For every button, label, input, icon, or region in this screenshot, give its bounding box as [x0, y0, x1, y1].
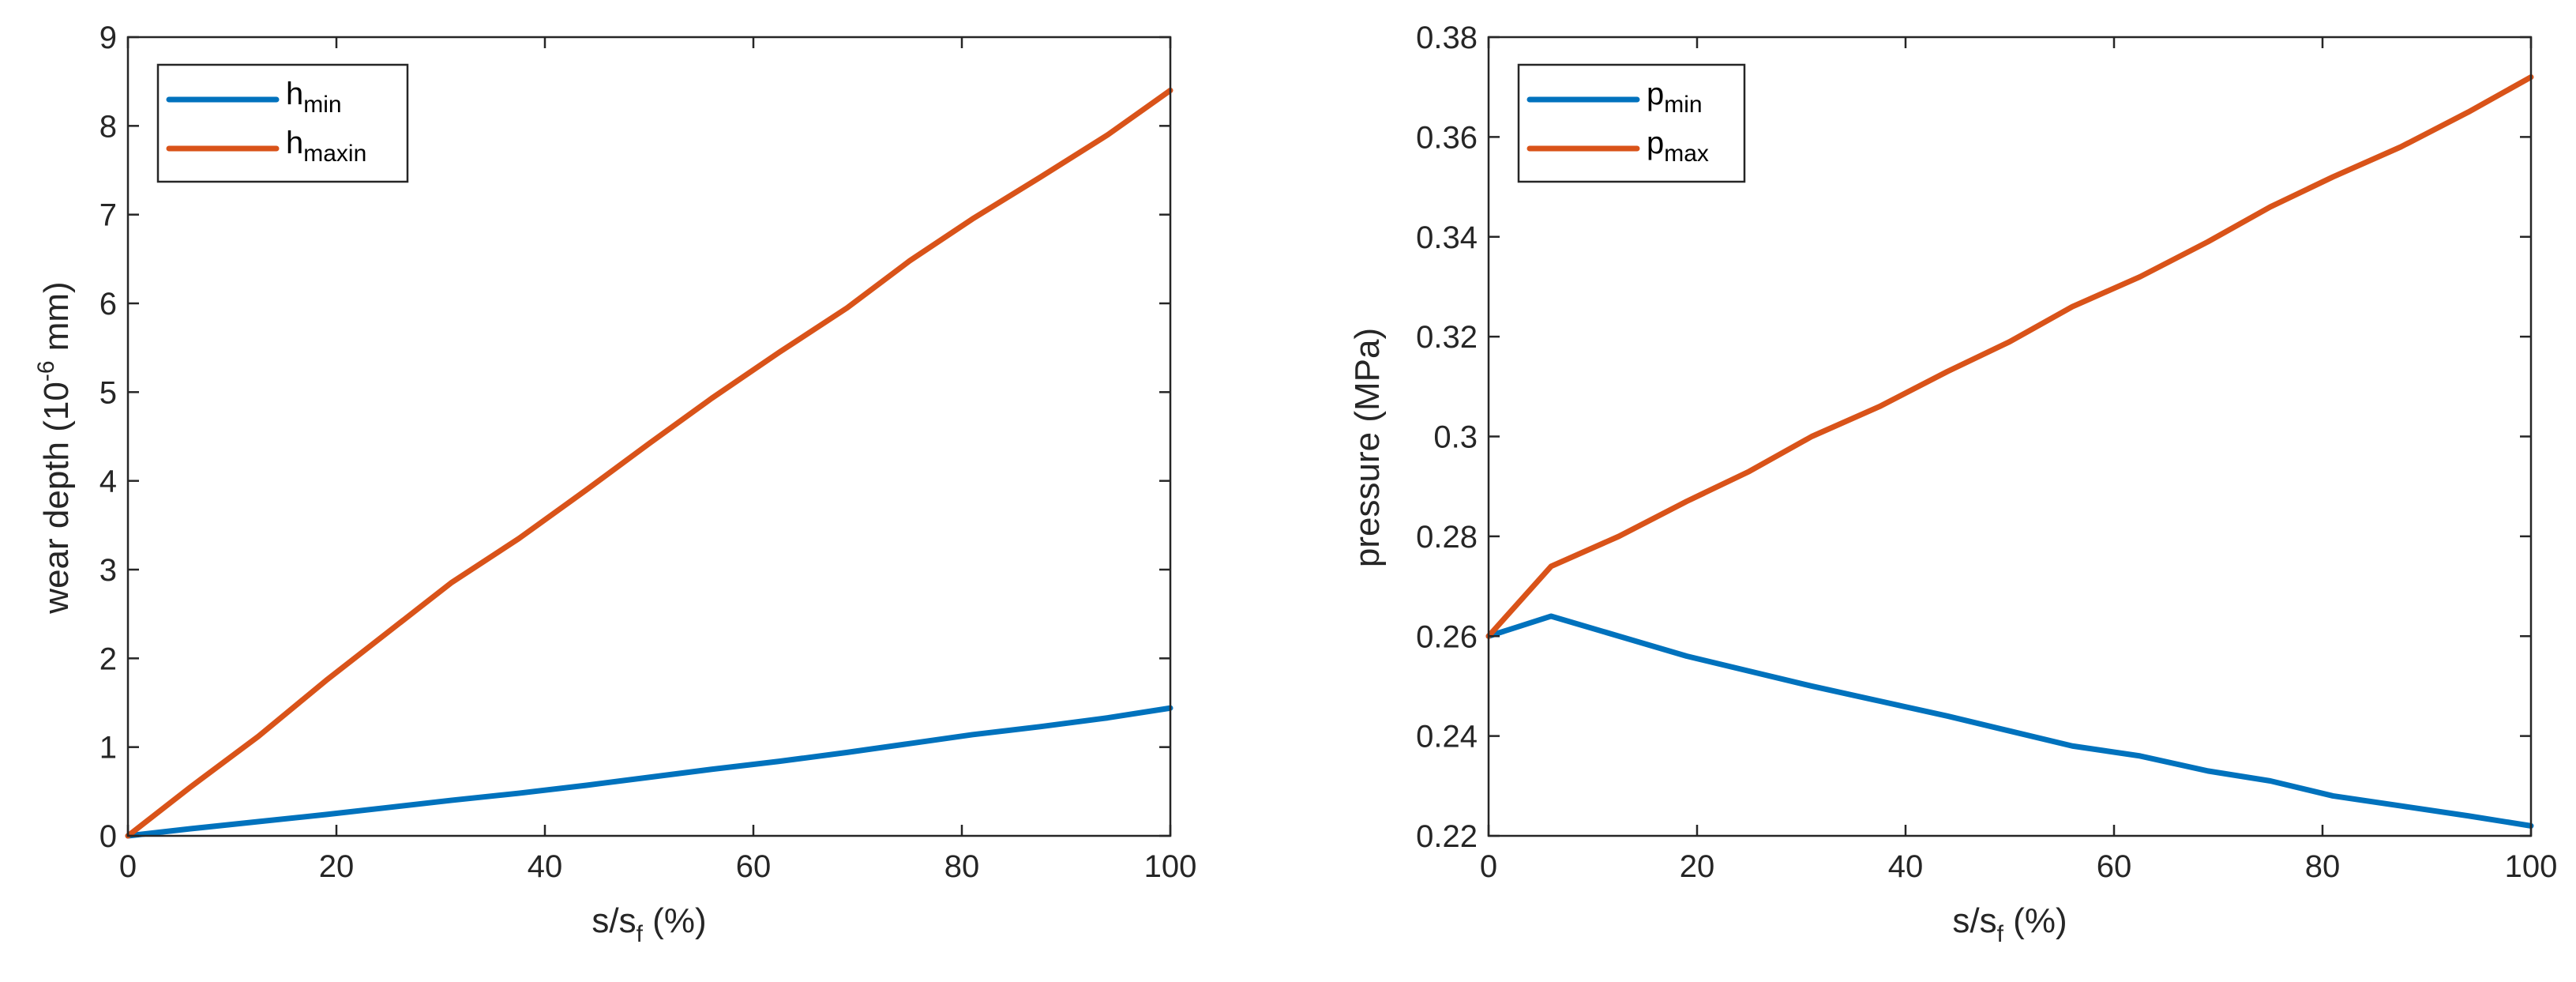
x-tick-label: 100: [1144, 849, 1197, 884]
series-line-p-max: [1485, 74, 2534, 639]
wear-depth-legend: hmin hmaxin: [156, 63, 409, 183]
y-tick-label: 2: [100, 641, 117, 676]
x-tick-label: 0: [119, 849, 137, 884]
x-tick-label: 60: [736, 849, 772, 884]
series-line-h-maxin: [125, 87, 1173, 839]
pressure-legend-box: [1517, 63, 1746, 183]
pressure-chart: 0 20 40 60 80 100 0.22 0.24 0.26 0.28 0.3 0.32 0.34…: [1348, 21, 2557, 947]
pressure-legend: pmin pmax: [1517, 63, 1746, 183]
pressure-y-axis-title: pressure (MPa): [1348, 328, 1387, 567]
y-tick-label: 7: [100, 198, 117, 233]
x-tick-label: 60: [2097, 849, 2132, 884]
y-tick-label: 0.3: [1433, 420, 1478, 455]
y-tick-label: 0.34: [1416, 220, 1478, 255]
svg-text:hmin: hmin: [286, 77, 342, 118]
y-tick-label: 8: [100, 109, 117, 144]
pressure-axes-box: [1487, 36, 2533, 837]
pressure-x-axis-title: s/sf (%): [1952, 901, 2067, 947]
wear-depth-axes-box: [126, 36, 1172, 837]
wear-depth-chart: 0 20 40 60 80 100 0 1 2 3 4 5 6 7 8 9 s/sf (%) wear de…: [33, 21, 1196, 947]
wear-depth-legend-box: [156, 63, 409, 183]
svg-text:pmin: pmin: [1647, 77, 1703, 118]
x-tick-label: 40: [1888, 849, 1924, 884]
y-tick-label: 0.36: [1416, 120, 1478, 155]
pressure-y-tick-labels: 0.22 0.24 0.26 0.28 0.3 0.32 0.34 0.36 0.38: [1416, 21, 1478, 854]
series-line-h-min: [125, 705, 1173, 839]
pressure-plot-lines: [1485, 74, 2534, 829]
svg-text:hmaxin: hmaxin: [286, 126, 366, 167]
legend-entry-p-max: pmax: [1526, 126, 1709, 167]
wear-depth-x-axis-title: s/sf (%): [591, 901, 706, 947]
y-tick-label: 4: [100, 465, 117, 499]
y-tick-label: 0.38: [1416, 21, 1478, 55]
y-tick-label: 9: [100, 21, 117, 55]
legend-entry-p-min: pmin: [1526, 77, 1703, 118]
wear-depth-plot-lines: [125, 87, 1173, 839]
wear-depth-x-tick-labels: 0 20 40 60 80 100: [119, 849, 1197, 884]
x-tick-label: 40: [528, 849, 563, 884]
pressure-x-tick-labels: 0 20 40 60 80 100: [1480, 849, 2558, 884]
x-tick-label: 80: [2305, 849, 2341, 884]
legend-entry-h-maxin: hmaxin: [166, 126, 366, 167]
wear-depth-y-tick-labels: 0 1 2 3 4 5 6 7 8 9: [100, 21, 117, 854]
series-line-p-min: [1485, 613, 2534, 829]
y-tick-label: 6: [100, 287, 117, 322]
y-tick-label: 0.32: [1416, 320, 1478, 355]
legend-entry-h-min: hmin: [166, 77, 342, 118]
y-tick-label: 5: [100, 375, 117, 410]
y-tick-label: 0: [100, 819, 117, 854]
y-tick-label: 0.26: [1416, 619, 1478, 654]
y-tick-label: 1: [100, 731, 117, 766]
x-tick-label: 20: [1680, 849, 1715, 884]
x-tick-label: 80: [944, 849, 980, 884]
svg-text:pmax: pmax: [1647, 126, 1709, 167]
y-tick-label: 3: [100, 553, 117, 588]
wear-depth-y-axis-title: wear depth (10-6 mm): [33, 281, 76, 614]
x-tick-label: 0: [1480, 849, 1497, 884]
y-tick-label: 0.22: [1416, 819, 1478, 854]
x-tick-label: 20: [319, 849, 355, 884]
y-tick-label: 0.28: [1416, 520, 1478, 555]
x-tick-label: 100: [2505, 849, 2558, 884]
y-tick-label: 0.24: [1416, 720, 1478, 754]
